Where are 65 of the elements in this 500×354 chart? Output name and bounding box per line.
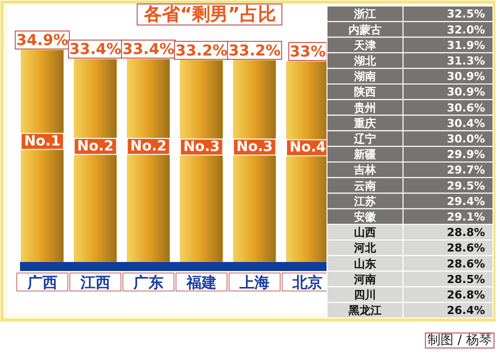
bar	[180, 60, 223, 262]
annotation: No.4	[290, 140, 326, 156]
data-label: 28.5%	[446, 272, 485, 286]
bar	[20, 50, 64, 262]
annotation: No.3	[183, 139, 220, 156]
data-label: 30.9%	[446, 86, 485, 99]
x-tick-label: 福建	[186, 274, 217, 292]
data-label: 29.5%	[446, 179, 485, 192]
y-tick-label: 云南	[354, 179, 376, 192]
annotation: No.2	[77, 138, 114, 154]
x-tick-label: 江西	[79, 274, 110, 292]
data-label: 28.6%	[446, 257, 485, 270]
y-tick-label: 四川	[354, 288, 376, 302]
annotation: No.2	[130, 138, 167, 154]
data-label: 32.0%	[446, 23, 485, 36]
y-tick-label: 浙江	[353, 8, 376, 21]
y-tick-label: 新疆	[353, 148, 376, 162]
annotation: No.3	[236, 139, 273, 156]
data-label: 29.7%	[446, 164, 485, 177]
annotation: No.1	[24, 133, 60, 150]
x-tick-label: 广西	[26, 274, 58, 292]
data-label: 31.9%	[446, 38, 485, 52]
y-tick-label: 贵州	[353, 101, 376, 114]
x-tick-label: 广东	[132, 274, 164, 292]
data-label: 33.2%	[176, 41, 228, 60]
chart-title: 各省“剩男”占比	[143, 4, 276, 25]
data-label: 32.5%	[446, 8, 485, 21]
y-tick-label: 河南	[353, 272, 376, 286]
data-label: 33.4%	[69, 40, 122, 58]
data-label: 33.2%	[228, 41, 281, 60]
y-tick-label: 黑龙江	[348, 304, 382, 318]
bar	[233, 60, 276, 262]
data-label: 29.9%	[446, 148, 485, 162]
y-tick-label: 江苏	[353, 194, 376, 208]
data-label: 30.9%	[446, 70, 485, 84]
bar	[127, 58, 170, 262]
data-label: 31.3%	[446, 54, 485, 68]
data-label: 33.4%	[122, 40, 174, 58]
y-tick-label: 湖南	[353, 70, 376, 84]
data-label: 26.8%	[446, 288, 485, 302]
data-label: 29.4%	[446, 194, 485, 208]
x-tick-label: 北京	[292, 274, 323, 292]
data-label: 30.0%	[446, 132, 485, 146]
data-label: 30.6%	[446, 101, 485, 114]
y-tick-label: 湖北	[353, 54, 377, 68]
data-label: 30.4%	[446, 116, 485, 130]
data-label: 26.4%	[446, 304, 485, 318]
text: 制图 / 杨琴	[427, 333, 492, 348]
y-tick-label: 河北	[353, 242, 377, 255]
y-tick-label: 陕西	[354, 86, 376, 99]
data-label: 28.6%	[446, 242, 485, 255]
data-label: 28.8%	[446, 226, 485, 240]
data-label: 34.9%	[16, 31, 68, 49]
y-tick-label: 安徽	[354, 210, 377, 224]
y-tick-label: 天津	[353, 38, 376, 52]
y-tick-label: 山东	[354, 257, 376, 270]
data-label: 33%	[290, 42, 326, 61]
data-label: 29.1%	[446, 210, 485, 224]
y-tick-label: 内蒙古	[348, 23, 382, 36]
y-tick-label: 山西	[354, 226, 376, 240]
bar	[74, 58, 117, 262]
y-tick-label: 辽宁	[353, 132, 376, 146]
y-tick-label: 重庆	[353, 116, 376, 130]
x-tick-label: 上海	[238, 274, 270, 292]
y-tick-label: 吉林	[353, 164, 377, 177]
